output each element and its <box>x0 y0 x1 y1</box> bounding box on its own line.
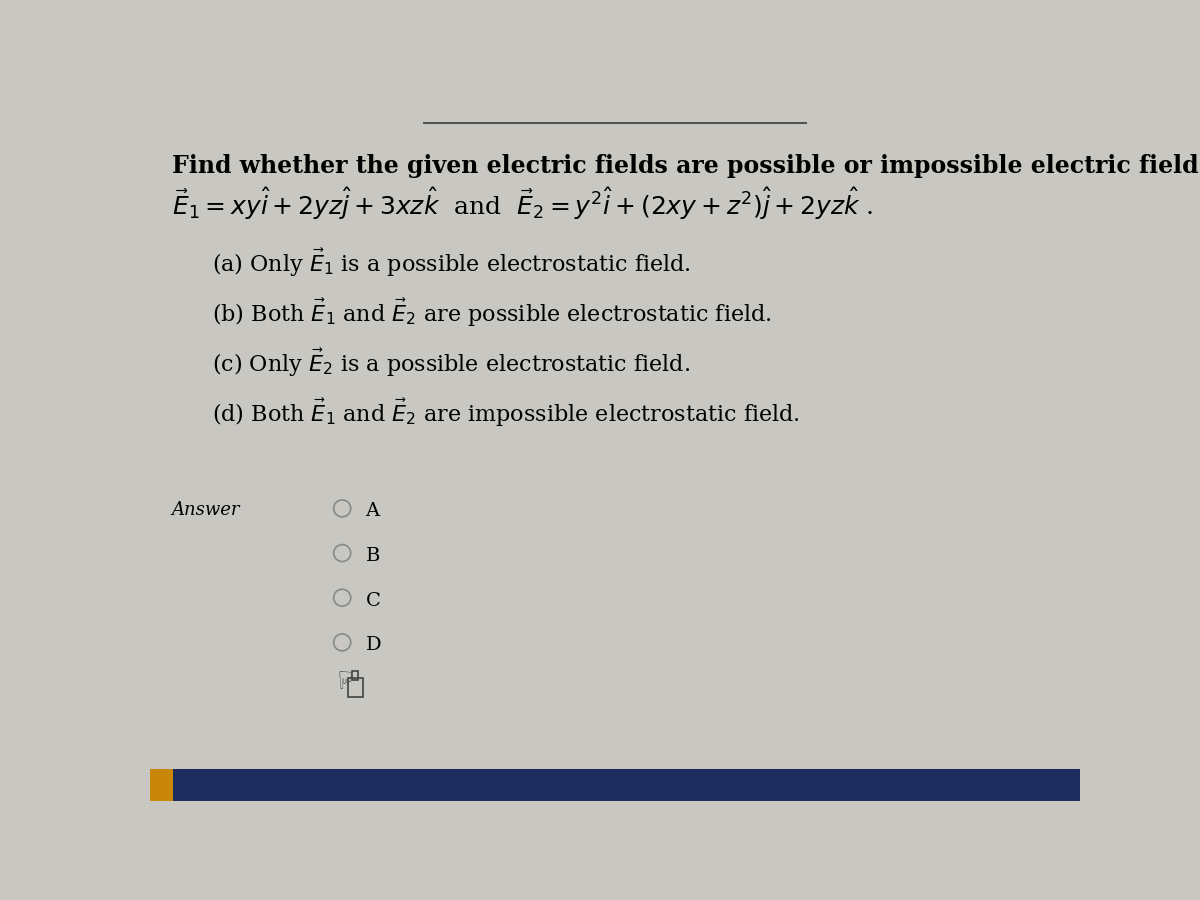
Bar <box>348 678 364 697</box>
Bar <box>150 769 1080 801</box>
Text: Find whether the given electric fields are possible or impossible electric field: Find whether the given electric fields a… <box>172 154 1200 178</box>
Text: (c) Only $\vec{E}_2$ is a possible electrostatic field.: (c) Only $\vec{E}_2$ is a possible elect… <box>212 346 690 379</box>
Text: D: D <box>366 636 382 654</box>
Text: (a) Only $\vec{E}_1$ is a possible electrostatic field.: (a) Only $\vec{E}_1$ is a possible elect… <box>212 247 691 279</box>
Text: Answer: Answer <box>172 500 240 518</box>
Text: (b) Both $\vec{E}_1$ and $\vec{E}_2$ are possible electrostatic field.: (b) Both $\vec{E}_1$ and $\vec{E}_2$ are… <box>212 297 772 328</box>
Text: (d) Both $\vec{E}_1$ and $\vec{E}_2$ are impossible electrostatic field.: (d) Both $\vec{E}_1$ and $\vec{E}_2$ are… <box>212 397 800 429</box>
Bar <box>150 769 173 801</box>
Text: ☝: ☝ <box>335 664 350 688</box>
Text: A: A <box>366 502 379 520</box>
Text: $\vec{E}_1 = xy\hat{i} +2yz\hat{j} +3xz\hat{k}$  and  $\vec{E}_2 = y^2\hat{i} +(: $\vec{E}_1 = xy\hat{i} +2yz\hat{j} +3xz\… <box>172 185 874 221</box>
Text: B: B <box>366 547 380 565</box>
Text: C: C <box>366 591 380 609</box>
Bar <box>353 670 359 680</box>
